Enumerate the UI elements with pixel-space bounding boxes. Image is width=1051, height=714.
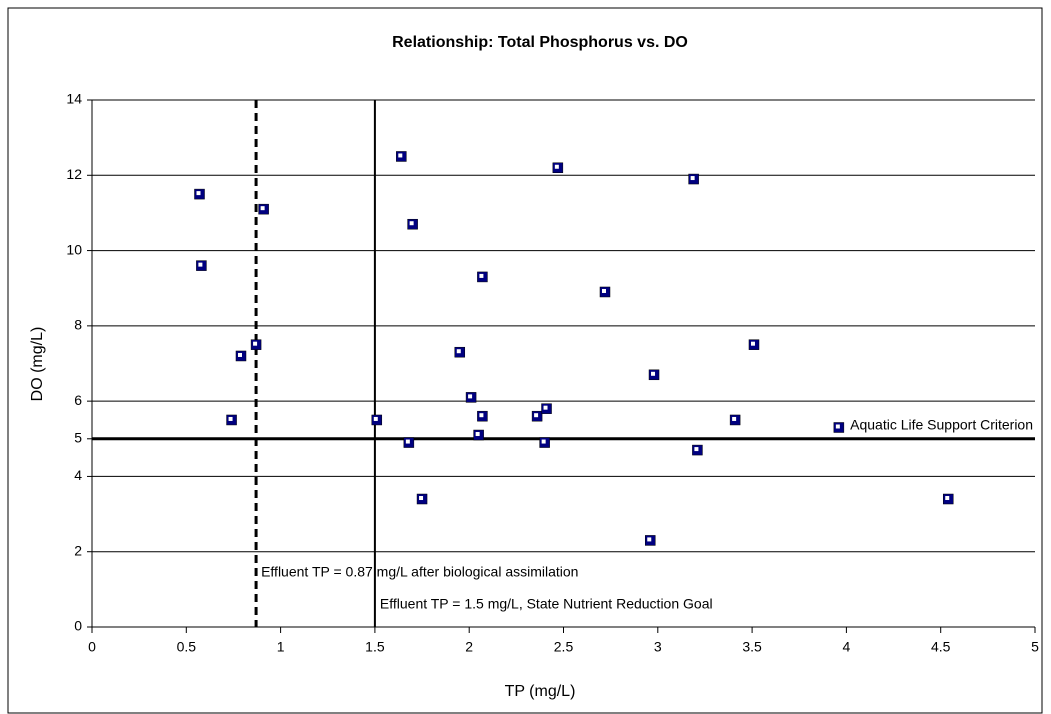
- y-tick-label: 0: [74, 618, 82, 634]
- y-tick-label: 4: [74, 467, 82, 483]
- chart-frame: [7, 7, 1043, 714]
- point: [942, 493, 954, 505]
- y-tick-label: 10: [66, 241, 82, 257]
- point: [396, 151, 407, 162]
- point: [541, 403, 552, 414]
- x-tick-label: 4: [843, 639, 851, 655]
- x-tick-label: 1.5: [365, 639, 385, 655]
- y-tick-label: 8: [74, 317, 82, 333]
- x-tick-label: 3.5: [742, 639, 762, 655]
- y-axis-title: DO (mg/L): [29, 327, 46, 402]
- x-tick-label: 0.5: [177, 639, 197, 655]
- reference-label: Aquatic Life Support Criterion: [850, 416, 1033, 432]
- point: [692, 444, 703, 456]
- point: [407, 218, 418, 230]
- point: [599, 286, 611, 298]
- y-tick-label: 12: [66, 166, 82, 182]
- x-axis-title: TP (mg/L): [505, 683, 576, 700]
- point: [648, 369, 660, 381]
- chart-title: Relationship: Total Phosphorus vs. DO: [392, 34, 688, 51]
- y-tick-label: 6: [74, 392, 82, 408]
- point: [454, 346, 466, 358]
- point: [465, 392, 477, 403]
- point: [473, 429, 484, 441]
- point: [403, 437, 415, 448]
- x-tick-label: 4.5: [931, 639, 951, 655]
- point: [833, 422, 845, 433]
- reference-label: Effluent TP = 0.87 mg/L after biological…: [261, 564, 578, 580]
- point: [194, 188, 205, 200]
- point: [196, 260, 207, 271]
- y-tick-label: 5: [74, 429, 82, 445]
- reference-label: Effluent TP = 1.5 mg/L, State Nutrient R…: [380, 596, 713, 612]
- x-tick-label: 1: [277, 639, 285, 655]
- point: [552, 162, 564, 174]
- point: [477, 271, 488, 283]
- point: [729, 414, 741, 426]
- point: [226, 414, 237, 426]
- point: [688, 173, 699, 185]
- x-tick-label: 0: [88, 639, 96, 655]
- x-tick-label: 2: [465, 639, 473, 655]
- point: [477, 410, 488, 422]
- y-tick-label: 14: [66, 91, 82, 107]
- point: [416, 493, 428, 505]
- point: [250, 339, 262, 350]
- point: [371, 414, 383, 426]
- point: [235, 350, 247, 362]
- point: [645, 535, 656, 546]
- x-tick-label: 2.5: [554, 639, 574, 655]
- y-tick-label: 2: [74, 542, 82, 558]
- point: [531, 410, 543, 422]
- point: [258, 203, 269, 215]
- point: [748, 339, 760, 350]
- x-tick-label: 3: [654, 639, 662, 655]
- point: [539, 437, 550, 448]
- x-tick-label: 5: [1031, 639, 1039, 655]
